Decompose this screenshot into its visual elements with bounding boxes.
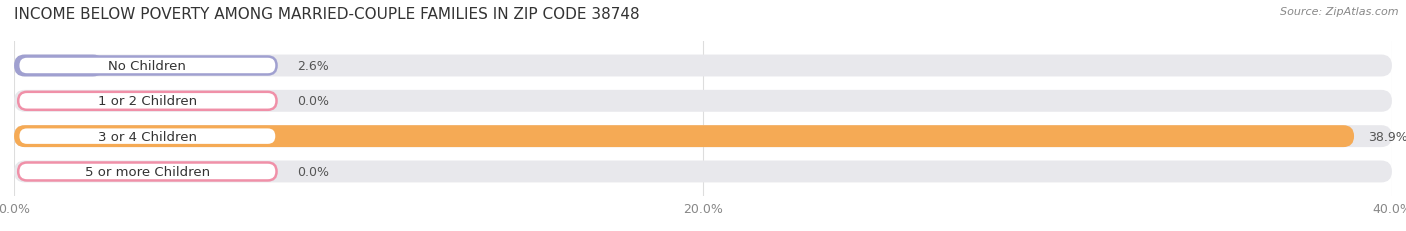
Text: 0.0%: 0.0% <box>297 165 329 178</box>
FancyBboxPatch shape <box>18 163 277 181</box>
FancyBboxPatch shape <box>18 128 277 146</box>
Text: No Children: No Children <box>108 60 187 73</box>
Text: 3 or 4 Children: 3 or 4 Children <box>98 130 197 143</box>
Text: 2.6%: 2.6% <box>297 60 329 73</box>
Text: 38.9%: 38.9% <box>1368 130 1406 143</box>
FancyBboxPatch shape <box>14 55 104 77</box>
Text: 1 or 2 Children: 1 or 2 Children <box>98 95 197 108</box>
Text: 5 or more Children: 5 or more Children <box>84 165 209 178</box>
FancyBboxPatch shape <box>18 92 277 110</box>
Text: INCOME BELOW POVERTY AMONG MARRIED-COUPLE FAMILIES IN ZIP CODE 38748: INCOME BELOW POVERTY AMONG MARRIED-COUPL… <box>14 7 640 22</box>
FancyBboxPatch shape <box>14 55 1392 77</box>
Text: 0.0%: 0.0% <box>297 95 329 108</box>
Text: Source: ZipAtlas.com: Source: ZipAtlas.com <box>1281 7 1399 17</box>
FancyBboxPatch shape <box>14 161 1392 183</box>
FancyBboxPatch shape <box>14 126 1354 147</box>
FancyBboxPatch shape <box>18 57 277 75</box>
FancyBboxPatch shape <box>14 126 1392 147</box>
FancyBboxPatch shape <box>14 91 1392 112</box>
